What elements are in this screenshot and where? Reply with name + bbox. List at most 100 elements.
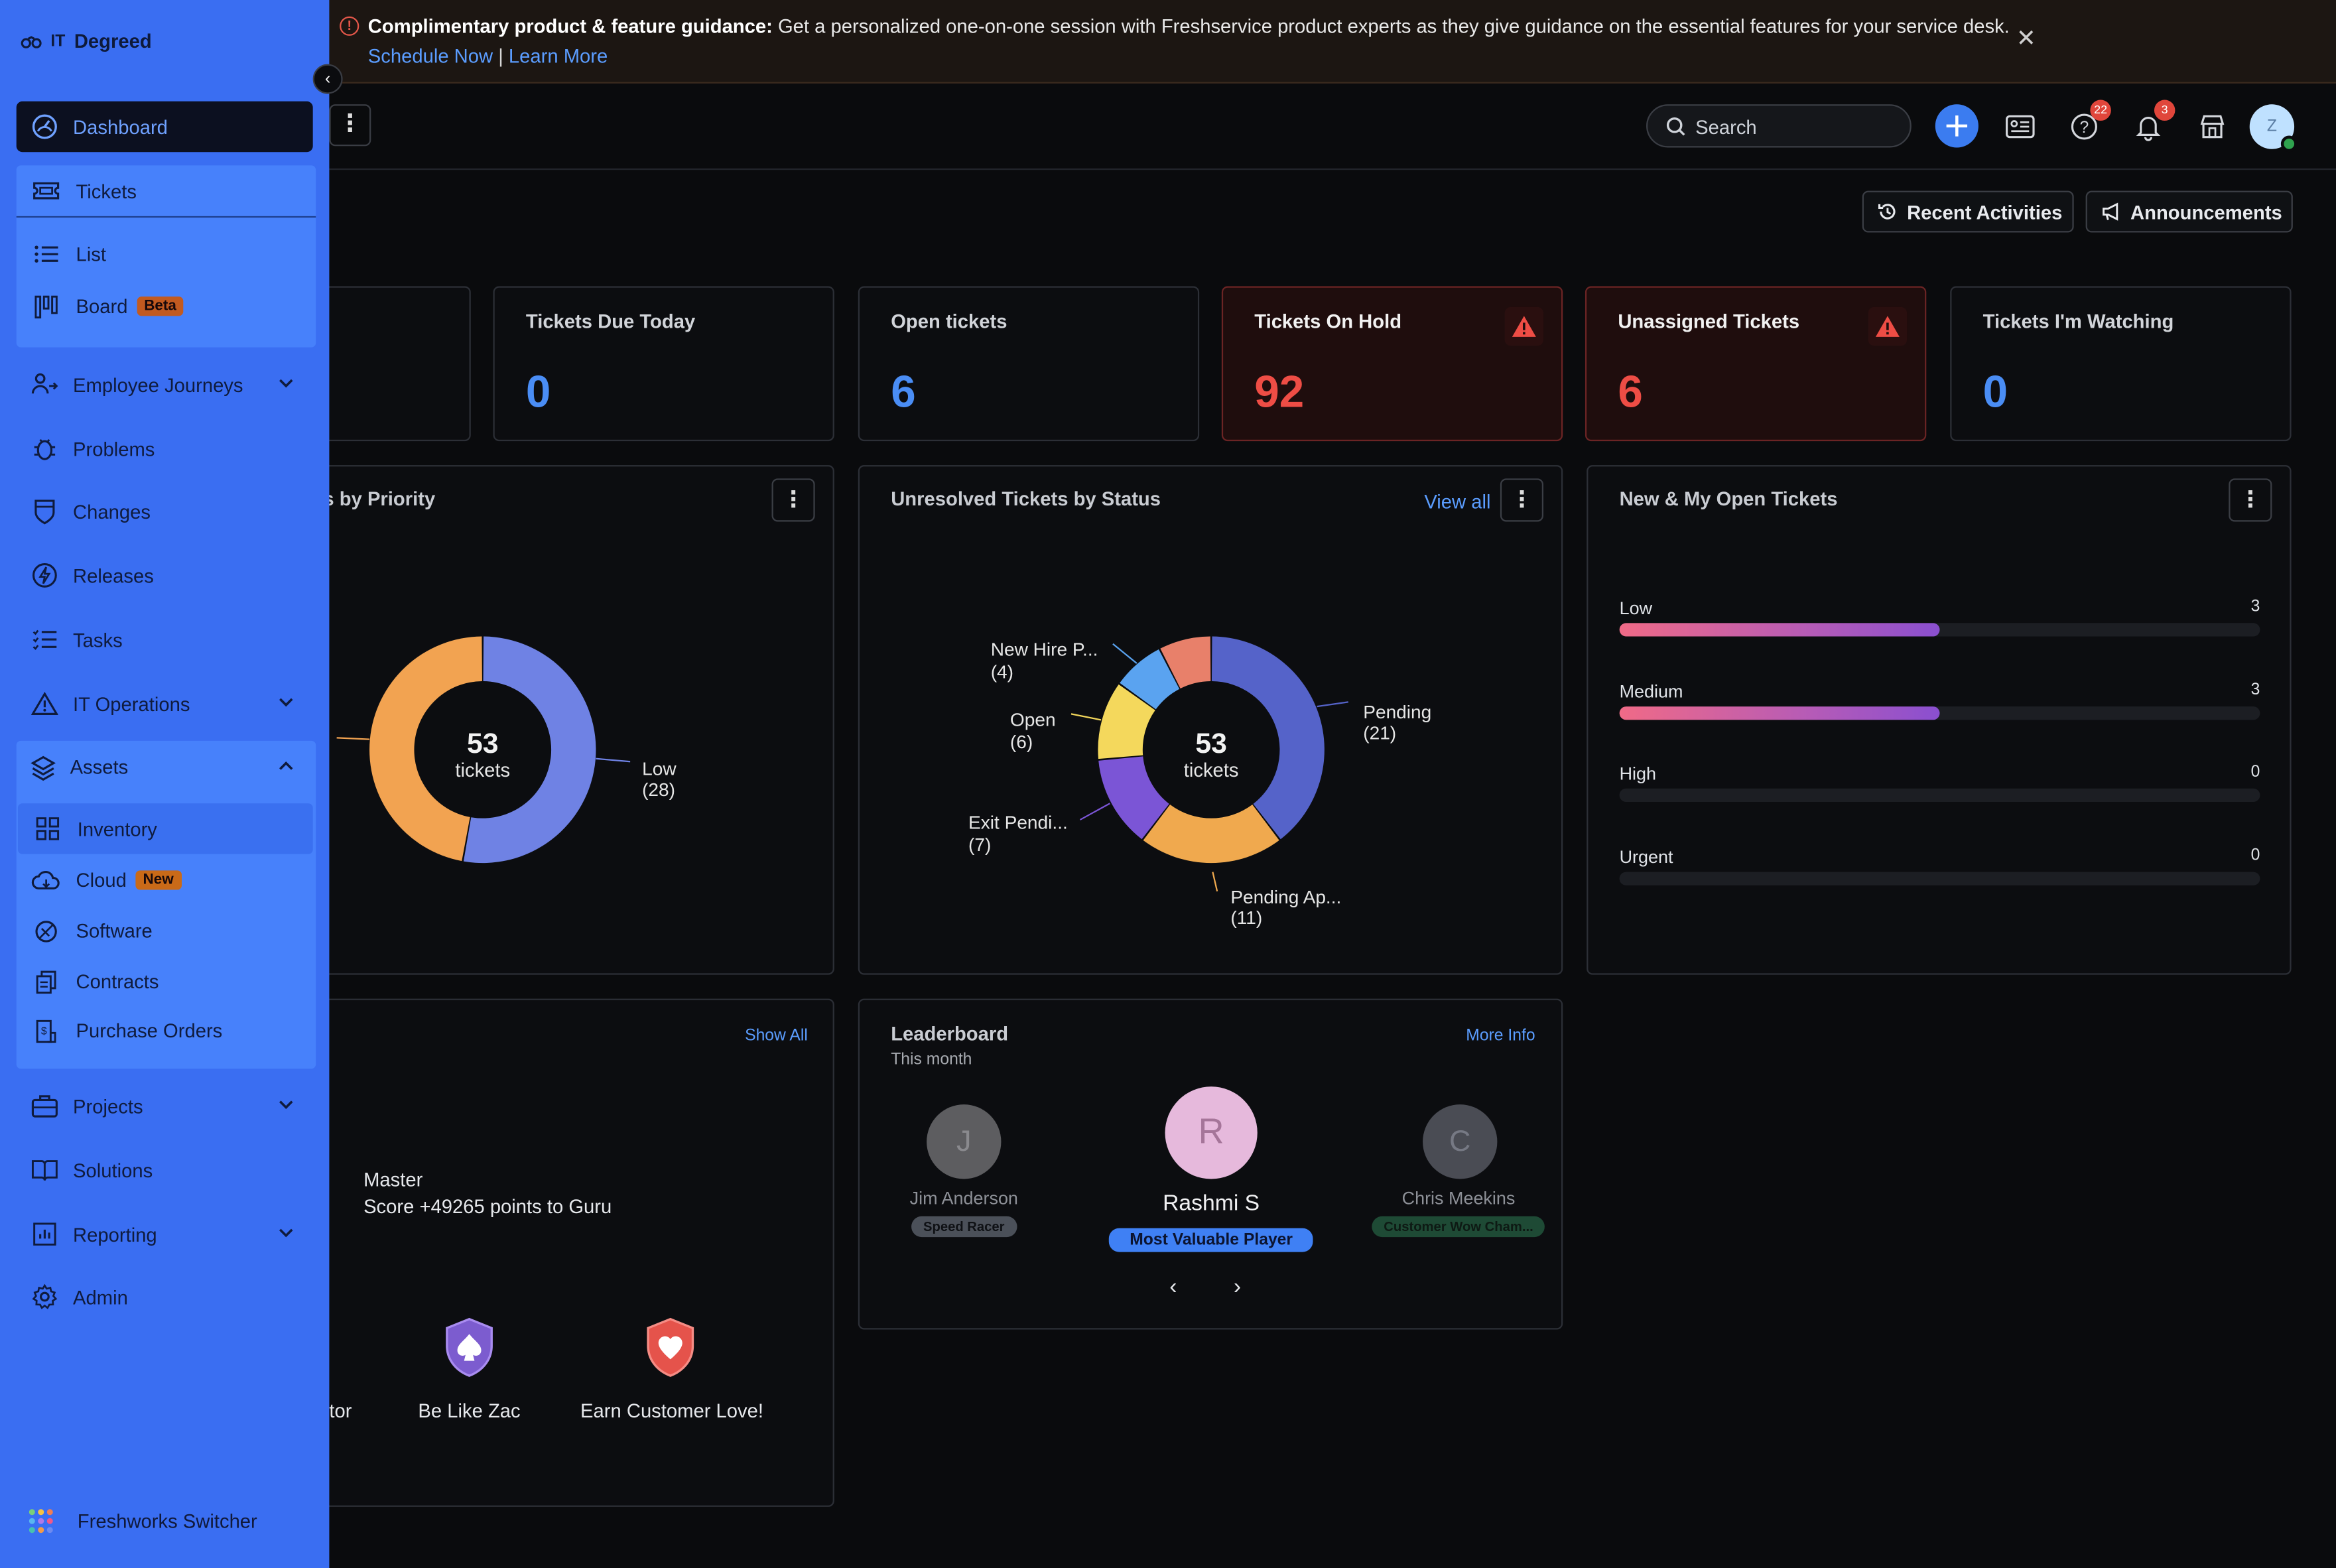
sidebar-item-problems[interactable]: Problems <box>17 423 313 474</box>
status-count: (11) <box>1230 907 1262 928</box>
donut-slice-other[interactable] <box>369 636 482 862</box>
donut-slice-new-hire-p[interactable] <box>1120 649 1180 710</box>
widget-menu-button[interactable]: ⋮ <box>771 478 815 522</box>
sidebar-item-label: Employee Journeys <box>73 373 243 396</box>
sidebar-item-contracts[interactable]: Contracts <box>17 957 316 1006</box>
stat-card-watching[interactable]: Tickets I'm Watching 0 <box>1950 286 2292 442</box>
ticket-icon <box>17 180 76 201</box>
stat-card-due-today[interactable]: Tickets Due Today 0 <box>493 286 834 442</box>
more-info-link[interactable]: More Info <box>1466 1027 1535 1045</box>
stat-title: Tickets I'm Watching <box>1982 310 2174 333</box>
changes-icon <box>17 498 73 525</box>
donut-slice-other[interactable] <box>1160 636 1211 688</box>
widget-menu-button[interactable]: ⋮ <box>1500 478 1544 522</box>
stat-card-on-hold[interactable]: Tickets On Hold 92 <box>1221 286 1563 442</box>
sidebar-item-inventory[interactable]: Inventory <box>17 803 313 854</box>
status-label: New Hire P... <box>991 639 1098 660</box>
sidebar-item-changes[interactable]: Changes <box>17 486 313 537</box>
banner-bold-text: Complimentary product & feature guidance… <box>367 15 773 38</box>
donut-slice-pending[interactable] <box>1211 636 1325 840</box>
badge-label: Be Like Zac <box>418 1400 521 1422</box>
sidebar-item-purchase-orders[interactable]: $ Purchase Orders <box>17 1006 316 1055</box>
search-box[interactable] <box>1646 104 1912 148</box>
avatar-initial: Z <box>2266 117 2277 136</box>
tasks-icon <box>17 629 73 650</box>
level-name: Master <box>363 1168 423 1191</box>
sidebar-item-label: Tasks <box>73 628 123 651</box>
view-all-link[interactable]: View all <box>1424 490 1491 513</box>
donut-slice-pending-ap[interactable] <box>1143 804 1279 864</box>
help-button[interactable]: ? 22 <box>2063 99 2111 148</box>
sidebar-item-software[interactable]: Software <box>17 906 316 955</box>
widget-menu-button[interactable]: ⋮ <box>2229 478 2272 522</box>
freshworks-switcher[interactable]: Freshworks Switcher <box>29 1508 257 1534</box>
alert-circle-icon: ! <box>340 16 359 36</box>
notifications-button[interactable]: 3 <box>2128 99 2175 148</box>
sidebar-item-tickets[interactable]: Tickets <box>16 165 316 218</box>
donut-slice-exit-pendi[interactable] <box>1098 756 1169 840</box>
sidebar-item-tasks[interactable]: Tasks <box>17 614 313 665</box>
unresolved-by-status-widget: Unresolved Tickets by Status View all ⋮ … <box>858 465 1563 975</box>
sidebar-item-list[interactable]: List <box>17 229 316 279</box>
sidebar-item-it-operations[interactable]: IT Operations <box>17 678 313 728</box>
gamification-widget: Show All Master Score +49265 points to G… <box>283 998 834 1507</box>
learn-more-link[interactable]: Learn More <box>508 44 608 68</box>
sidebar-item-releases[interactable]: Releases <box>17 550 313 600</box>
heart-shield-icon <box>647 1317 694 1377</box>
projects-icon <box>17 1094 73 1118</box>
priority-total-label: tickets <box>455 760 510 781</box>
priority-bar-label: Medium <box>1619 681 1683 702</box>
search-input[interactable] <box>1695 113 1904 141</box>
store-icon <box>2200 115 2225 139</box>
brand-logo[interactable]: IT Degreed <box>21 30 152 52</box>
svg-text:?: ? <box>2080 119 2089 137</box>
more-options-button[interactable]: ⋮ <box>329 104 371 147</box>
status-count: (4) <box>991 661 1013 682</box>
apps-grid-icon <box>29 1509 53 1534</box>
stat-card-unassigned[interactable]: Unassigned Tickets 6 <box>1585 286 1927 442</box>
sidebar-item-assets[interactable]: Assets <box>17 741 316 793</box>
list-icon <box>17 245 76 264</box>
status-label: Exit Pendi... <box>968 812 1068 832</box>
stat-title: Open tickets <box>891 310 1007 333</box>
stat-card-open[interactable]: Open tickets 6 <box>858 286 1200 442</box>
widget-title: New & My Open Tickets <box>1619 487 1838 510</box>
status-label: Pending <box>1363 702 1431 722</box>
grid-icon <box>18 817 78 840</box>
service-catalog-button[interactable] <box>1999 106 2041 148</box>
sidebar-item-label: Projects <box>73 1094 143 1118</box>
announcements-button[interactable]: Announcements <box>2085 190 2293 233</box>
show-all-link[interactable]: Show All <box>745 1027 808 1045</box>
sidebar-item-admin[interactable]: Admin <box>17 1272 313 1322</box>
sidebar-item-projects[interactable]: Projects <box>17 1080 313 1131</box>
beta-badge: Beta <box>136 296 184 316</box>
donut-slice-open[interactable] <box>1098 684 1155 759</box>
close-icon[interactable]: ✕ <box>2016 27 2036 52</box>
sidebar-item-solutions[interactable]: Solutions <box>17 1145 313 1195</box>
tickets-group: Tickets List Board Beta <box>16 165 316 348</box>
leader-badge: Most Valuable Player <box>1108 1228 1314 1252</box>
new-open-tickets-widget: New & My Open Tickets ⋮ Low 3 Medium 3 H… <box>1587 465 2292 975</box>
marketplace-button[interactable] <box>2191 106 2233 148</box>
online-status-dot <box>2280 135 2298 153</box>
stat-value: 92 <box>1254 368 1305 418</box>
sidebar-item-dashboard[interactable]: Dashboard <box>16 101 313 153</box>
software-icon <box>17 919 76 943</box>
collapse-sidebar-button[interactable]: ‹ <box>312 64 343 94</box>
schedule-now-link[interactable]: Schedule Now <box>367 44 493 68</box>
chevron-right-icon[interactable]: › <box>1233 1274 1242 1300</box>
sidebar-item-reporting[interactable]: Reporting <box>17 1209 313 1259</box>
gear-icon <box>17 1283 73 1310</box>
recent-activities-button[interactable]: Recent Activities <box>1862 190 2074 233</box>
priority-total: 53 <box>467 728 498 759</box>
user-avatar[interactable]: Z <box>2249 104 2298 153</box>
sidebar-item-cloud[interactable]: Cloud New <box>17 856 316 905</box>
chevron-left-icon[interactable]: ‹ <box>1169 1274 1177 1300</box>
donut-slice-low[interactable] <box>463 636 596 864</box>
notifications-badge: 3 <box>2154 99 2175 121</box>
create-new-button[interactable] <box>1935 104 1979 148</box>
priority-bar-value: 0 <box>2250 846 2260 865</box>
sidebar-item-employee-journeys[interactable]: Employee Journeys <box>17 359 313 410</box>
sidebar-item-board[interactable]: Board Beta <box>17 282 316 331</box>
